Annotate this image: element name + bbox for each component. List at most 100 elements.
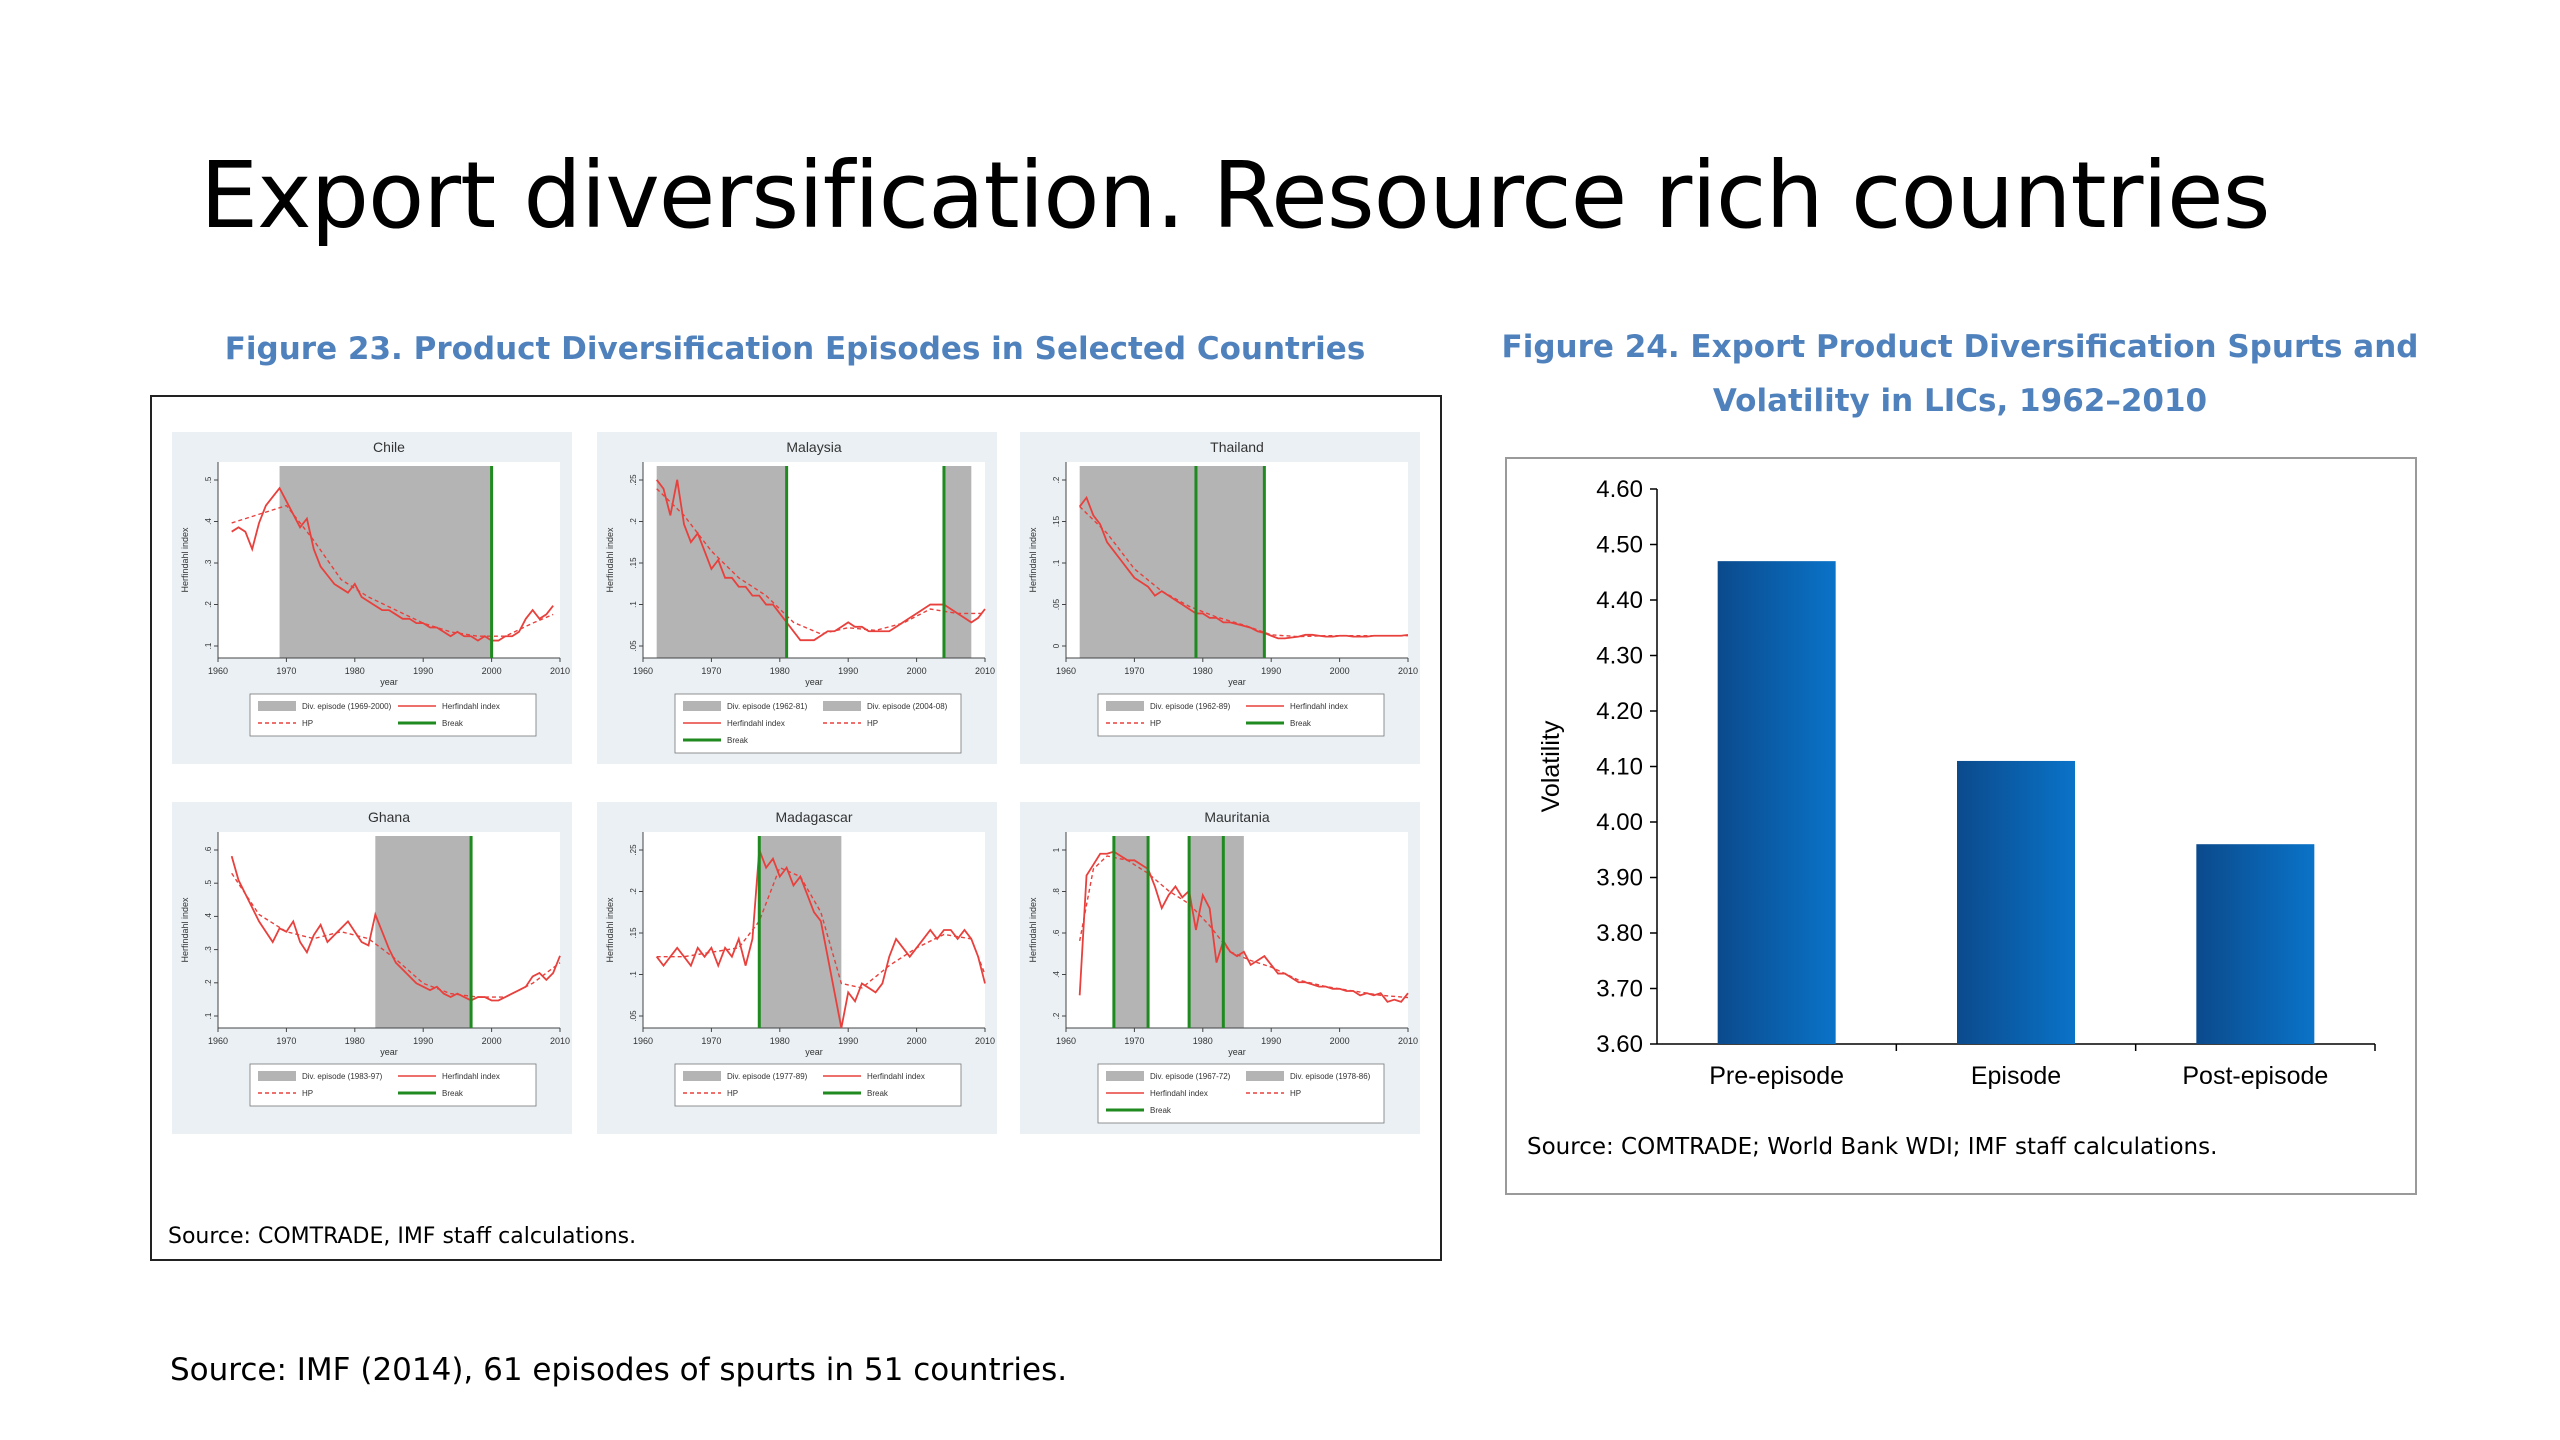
x-tick-label: 2010 [975,666,995,676]
y-tick-label: .1 [629,971,638,978]
figure-24-title-line-1: Figure 24. Export Product Diversificatio… [1501,329,2419,365]
legend-label: Div. episode (1962-81) [727,702,808,711]
series-hp [231,504,554,637]
y-tick-label: .15 [629,557,638,569]
y-tick-label: .8 [1052,888,1061,895]
legend-box [1097,1063,1385,1124]
chart-title: Chile [373,439,405,455]
y-tick-label: 3.80 [1596,920,1643,947]
legend-label: HP [302,1089,313,1098]
episode-shade [1079,466,1265,658]
x-tick-label: 2010 [975,1036,995,1046]
bar-pre-episode [1717,561,1836,1044]
x-axis-label: year [380,677,398,687]
x-tick-label: 1990 [413,666,433,676]
x-tick-label: 1960 [208,1036,228,1046]
chart-title: Thailand [1210,439,1264,455]
y-tick-label: 4.00 [1596,809,1643,836]
episode-shade [279,466,492,658]
chart-svg: Mauritania 1960 1970 1980 1990 2000 2010 .2 .4 .6… [1028,809,1418,1124]
x-tick-label: 2010 [550,1036,570,1046]
y-tick-label: 3.70 [1596,976,1643,1003]
legend-label: Div. episode (1967-72) [1150,1072,1231,1081]
episode-shade [375,836,472,1028]
legend-swatch-episode [683,701,721,711]
legend-label: Herfindahl index [867,1072,925,1081]
legend-label: Break [867,1089,889,1098]
legend-box [674,1063,962,1107]
legend-label: HP [727,1089,738,1098]
x-tick-label: 2000 [1330,666,1350,676]
chart-title: Mauritania [1204,809,1270,825]
y-axis-label: Herfindahl index [1028,527,1038,593]
y-tick-label: .2 [204,979,213,986]
series-hp [656,488,985,635]
x-axis-label: year [805,1047,823,1057]
y-tick-label: .2 [629,888,638,895]
x-tick-label: 1990 [413,1036,433,1046]
legend-label: Div. episode (1977-89) [727,1072,808,1081]
y-tick-label: .2 [1052,1012,1061,1019]
y-axis-label: Herfindahl index [180,897,190,963]
x-tick-label: 1970 [701,666,721,676]
x-tick-label: 1970 [276,666,296,676]
chart-title: Malaysia [786,439,841,455]
legend-label: Div. episode (1969-2000) [302,702,392,711]
x-axis-label: year [1228,1047,1246,1057]
legend-label: Break [1290,719,1312,728]
x-tick-label: 1960 [1056,1036,1076,1046]
legend-label: Div. episode (1978-86) [1290,1072,1371,1081]
y-tick-label: .15 [629,927,638,939]
y-tick-label: .3 [204,559,213,566]
y-tick-label: .5 [204,476,213,483]
episode-shade [759,836,842,1028]
y-tick-label: .3 [204,946,213,953]
legend-box [674,693,962,754]
y-tick-label: .15 [1052,515,1061,527]
legend-label: Herfindahl index [442,1072,500,1081]
chart-panel-madagascar: Madagascar 1960 1970 1980 1990 2000 2010 .05 .1.… [597,802,997,1134]
y-tick-label: 1 [1052,847,1061,852]
legend-label: Div. episode (1962-89) [1150,702,1231,711]
legend-label: Break [727,736,749,745]
y-tick-label: .6 [1052,929,1061,936]
legend-label: Div. episode (1983-97) [302,1072,383,1081]
x-tick-label: 1980 [1193,1036,1213,1046]
y-axis-label: Herfindahl index [180,527,190,593]
y-tick-label: .2 [629,518,638,525]
y-tick-label: .4 [204,518,213,525]
legend-swatch-episode [258,701,296,711]
y-axis-label: Herfindahl index [605,527,615,593]
x-tick-label: Pre-episode [1709,1062,1844,1090]
legend-box [249,693,537,737]
x-tick-label: 2000 [907,1036,927,1046]
x-tick-label: 1990 [838,666,858,676]
y-tick-label: .1 [1052,559,1061,566]
x-tick-label: 1990 [838,1036,858,1046]
y-tick-label: 3.60 [1596,1031,1643,1058]
legend-swatch-episode [258,1071,296,1081]
chart-svg: Ghana 1960 1970 1980 1990 2000 2010 .1 .2 .3 .4 .5.… [180,809,570,1107]
y-axis-label: Herfindahl index [605,897,615,963]
chart-panel-chile: Chile 1960 1970 1980 1990 2000 2010 .1 .2 .3 .4 .5 y… [172,432,572,764]
chart-panel-malaysia: Malaysia 1960 1970 1980 1990 2000 2010 .05 .1 .15… [597,432,997,764]
chart-title: Ghana [368,809,410,825]
x-tick-label: 1980 [345,1036,365,1046]
x-tick-label: 1990 [1261,666,1281,676]
y-tick-label: 4.30 [1596,643,1643,670]
figure-23-panel: Chile 1960 1970 1980 1990 2000 2010 .1 .2 .3 .4 .5 y… [150,395,1442,1261]
x-tick-label: 2000 [907,666,927,676]
x-axis-label: year [380,1047,398,1057]
y-axis-label: Herfindahl index [1028,897,1038,963]
y-tick-label: .5 [204,879,213,886]
series-herfindahl-index [1078,495,1409,640]
episode-shade [1113,836,1149,1028]
episode-shade [1189,836,1244,1028]
legend-label: Break [442,1089,464,1098]
legend-label: Break [442,719,464,728]
y-tick-label: .4 [204,913,213,920]
chart-svg: Malaysia 1960 1970 1980 1990 2000 2010 .05 .1 .15… [605,439,995,754]
x-tick-label: 2010 [1398,1036,1418,1046]
figure-24-title-line-2: Volatility in LICs, 1962–2010 [1712,383,2208,419]
series-herfindahl-index [655,849,986,1029]
